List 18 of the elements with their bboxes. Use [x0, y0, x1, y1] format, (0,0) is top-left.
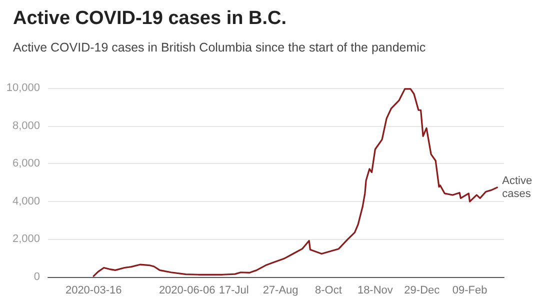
y-tick-label: 2,000 [12, 233, 40, 246]
x-tick-label: 18-Nov [357, 284, 394, 296]
y-tick-label: 0 [34, 271, 40, 283]
chart-title: Active COVID-19 cases in B.C. [13, 8, 286, 29]
x-tick-label: 2020-03-16 [65, 284, 122, 296]
x-tick-label: 17-Jul [218, 284, 249, 296]
x-tick-label: 27-Aug [262, 284, 298, 296]
chart-subtitle: Active COVID-19 cases in British Columbia since the start of the pandemic [13, 40, 426, 54]
x-tick-label: 8-Oct [314, 284, 342, 296]
y-tick-label: 8,000 [12, 120, 40, 132]
x-tick-label: 09-Feb [452, 284, 488, 296]
x-tick-label: 29-Dec [404, 284, 440, 296]
y-tick-label: 4,000 [12, 195, 40, 208]
series-label: Active cases [502, 174, 532, 200]
y-tick-label: 10,000 [6, 82, 40, 94]
y-tick-label: 6,000 [12, 158, 40, 170]
line-series [92, 88, 498, 277]
x-tick-label: 2020-06-06 [158, 284, 216, 296]
